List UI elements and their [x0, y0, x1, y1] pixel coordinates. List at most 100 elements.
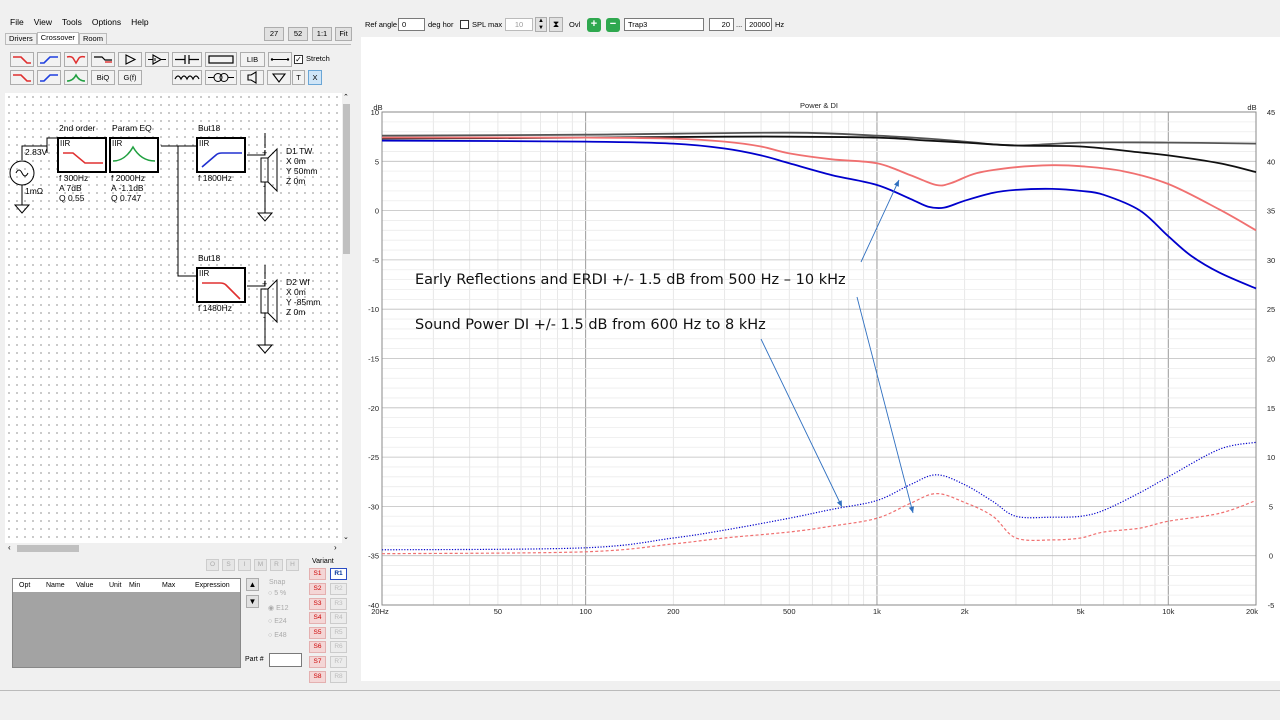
variant-s6-button[interactable]: S6 — [309, 641, 326, 653]
freq-max-input[interactable]: 20000 — [745, 18, 772, 31]
tab-room[interactable]: Room — [78, 33, 107, 44]
x-tick-label: 5k — [1077, 607, 1085, 616]
scroll-left-icon[interactable]: ‹ — [8, 543, 11, 552]
optimizer-s-button[interactable]: S — [222, 559, 235, 571]
scroll-down-icon[interactable]: ⌄ — [343, 534, 349, 541]
filter-block-4[interactable]: IIR — [196, 267, 246, 303]
vertical-scroll-thumb[interactable] — [343, 104, 350, 254]
lowpass-red-button[interactable] — [10, 52, 34, 67]
spl-max-checkbox[interactable] — [460, 20, 469, 29]
y-tick-label: 10 — [371, 108, 379, 117]
variant-r8-button[interactable]: R8 — [330, 671, 347, 683]
part-number-input[interactable] — [269, 653, 302, 667]
scroll-up-icon[interactable]: ⌃ — [343, 94, 349, 101]
menu-file[interactable]: File — [10, 17, 24, 27]
zoom-52-button[interactable]: 52 — [288, 27, 308, 41]
tab-strip: Drivers Crossover Room — [5, 32, 107, 44]
ground-button[interactable] — [267, 70, 291, 85]
scroll-right-icon[interactable]: › — [334, 543, 337, 552]
radio-selected-icon: ◉ — [268, 605, 275, 612]
delete-button[interactable]: X — [308, 70, 322, 85]
capacitor-button[interactable] — [172, 52, 202, 67]
variant-r6-button[interactable]: R6 — [330, 641, 347, 653]
optimizer-m-button[interactable]: M — [254, 559, 267, 571]
gf-button[interactable]: G(f) — [118, 70, 142, 85]
menu-view[interactable]: View — [33, 17, 52, 27]
driver-2-y: Y -85mm — [286, 297, 321, 307]
variant-r4-button[interactable]: R4 — [330, 612, 347, 624]
lowpass-red-2-button[interactable] — [10, 70, 34, 85]
tab-crossover[interactable]: Crossover — [36, 32, 79, 44]
schematic-horizontal-scrollbar[interactable]: ‹ › — [5, 543, 342, 554]
zoom-fit-button[interactable]: Fit — [335, 27, 352, 41]
move-down-button[interactable]: ▼ — [246, 595, 259, 608]
horizontal-scroll-thumb[interactable] — [17, 545, 79, 552]
speaker-button[interactable] — [240, 70, 264, 85]
filter-block-3[interactable]: IIR — [196, 137, 246, 173]
optimizer-table[interactable]: Opt Name Value Unit Min Max Expression — [12, 578, 241, 668]
variant-s2-button[interactable]: S2 — [309, 583, 326, 595]
graph-panel[interactable]: Power & DI dB dB 10 5 0 -5 -10 -15 -20 -25 -30 -35 -4… — [361, 37, 1280, 681]
transformer-button[interactable] — [205, 70, 237, 85]
schematic-vertical-scrollbar[interactable]: ⌃ ⌄ — [342, 93, 351, 543]
biquad-button[interactable]: BiQ — [91, 70, 115, 85]
stretch-checkbox[interactable]: ✓ — [294, 55, 303, 64]
inductor-button[interactable] — [172, 70, 202, 85]
menu-options[interactable]: Options — [91, 17, 122, 27]
hourglass-button[interactable]: ⧗ — [549, 17, 563, 32]
snap-option-5pct-label: 5 % — [274, 590, 287, 597]
spl-max-input[interactable]: 10 — [505, 18, 533, 31]
filter-block-2[interactable]: IIR — [109, 137, 159, 173]
variant-s3-button[interactable]: S3 — [309, 598, 326, 610]
buffer-button[interactable] — [145, 52, 169, 67]
tab-drivers[interactable]: Drivers — [5, 33, 37, 44]
variant-s7-button[interactable]: S7 — [309, 656, 326, 668]
variant-r7-button[interactable]: R7 — [330, 656, 347, 668]
resistor-button[interactable] — [205, 52, 237, 67]
optimizer-h-button[interactable]: H — [286, 559, 299, 571]
schematic-canvas[interactable]: + - + - 2.83V 1mΩ 2nd order IIR f 300Hz … — [5, 93, 342, 543]
y2-tick-label: -5 — [1268, 601, 1275, 610]
zoom-1to1-button[interactable]: 1:1 — [312, 27, 332, 41]
wire-button[interactable] — [268, 52, 292, 67]
driver-2-minus: - — [263, 312, 266, 322]
snap-option-5pct[interactable]: ○ 5 % — [268, 590, 286, 597]
zoom-27-button[interactable]: 27 — [264, 27, 284, 41]
spl-max-spinner[interactable]: ▲ ▼ — [535, 17, 547, 32]
menu-help[interactable]: Help — [131, 17, 149, 27]
ref-angle-input[interactable]: 0 — [398, 18, 425, 31]
variant-s8-button[interactable]: S8 — [309, 671, 326, 683]
amplifier-button[interactable] — [118, 52, 142, 67]
resistor-icon — [208, 55, 234, 64]
variant-s5-button[interactable]: S5 — [309, 627, 326, 639]
bandstop-button[interactable] — [64, 52, 88, 67]
optimizer-r-button[interactable]: R — [270, 559, 283, 571]
text-tool-button[interactable]: T — [292, 70, 305, 85]
variant-s4-button[interactable]: S4 — [309, 612, 326, 624]
add-overlay-button[interactable]: + — [587, 18, 601, 32]
y-tick-label: -40 — [368, 601, 379, 610]
freq-min-input[interactable]: 20 — [709, 18, 734, 31]
variant-r3-button[interactable]: R3 — [330, 598, 347, 610]
menu-tools[interactable]: Tools — [61, 17, 82, 27]
library-button[interactable]: LIB — [240, 52, 265, 67]
highpass-blue-button[interactable] — [37, 52, 61, 67]
remove-overlay-button[interactable]: − — [606, 18, 620, 32]
optimizer-i-button[interactable]: I — [238, 559, 251, 571]
filter-block-1[interactable]: IIR — [57, 137, 107, 173]
driver-2-x: X 0m — [286, 287, 306, 297]
shelf-button[interactable] — [91, 52, 115, 67]
snap-option-e24[interactable]: ○ E24 — [268, 618, 287, 625]
overlay-name-input[interactable]: Trap3 — [624, 18, 704, 31]
variant-r2-button[interactable]: R2 — [330, 583, 347, 595]
highpass-blue-2-button[interactable] — [37, 70, 61, 85]
variant-r1-button[interactable]: R1 — [330, 568, 347, 580]
snap-option-e48[interactable]: ○ E48 — [268, 632, 287, 639]
move-up-button[interactable]: ▲ — [246, 578, 259, 591]
variant-r5-button[interactable]: R5 — [330, 627, 347, 639]
optimizer-o-button[interactable]: O — [206, 559, 219, 571]
snap-option-e12[interactable]: ◉ E12 — [268, 604, 289, 612]
variant-s1-button[interactable]: S1 — [309, 568, 326, 580]
peak-eq-button[interactable] — [64, 70, 88, 85]
